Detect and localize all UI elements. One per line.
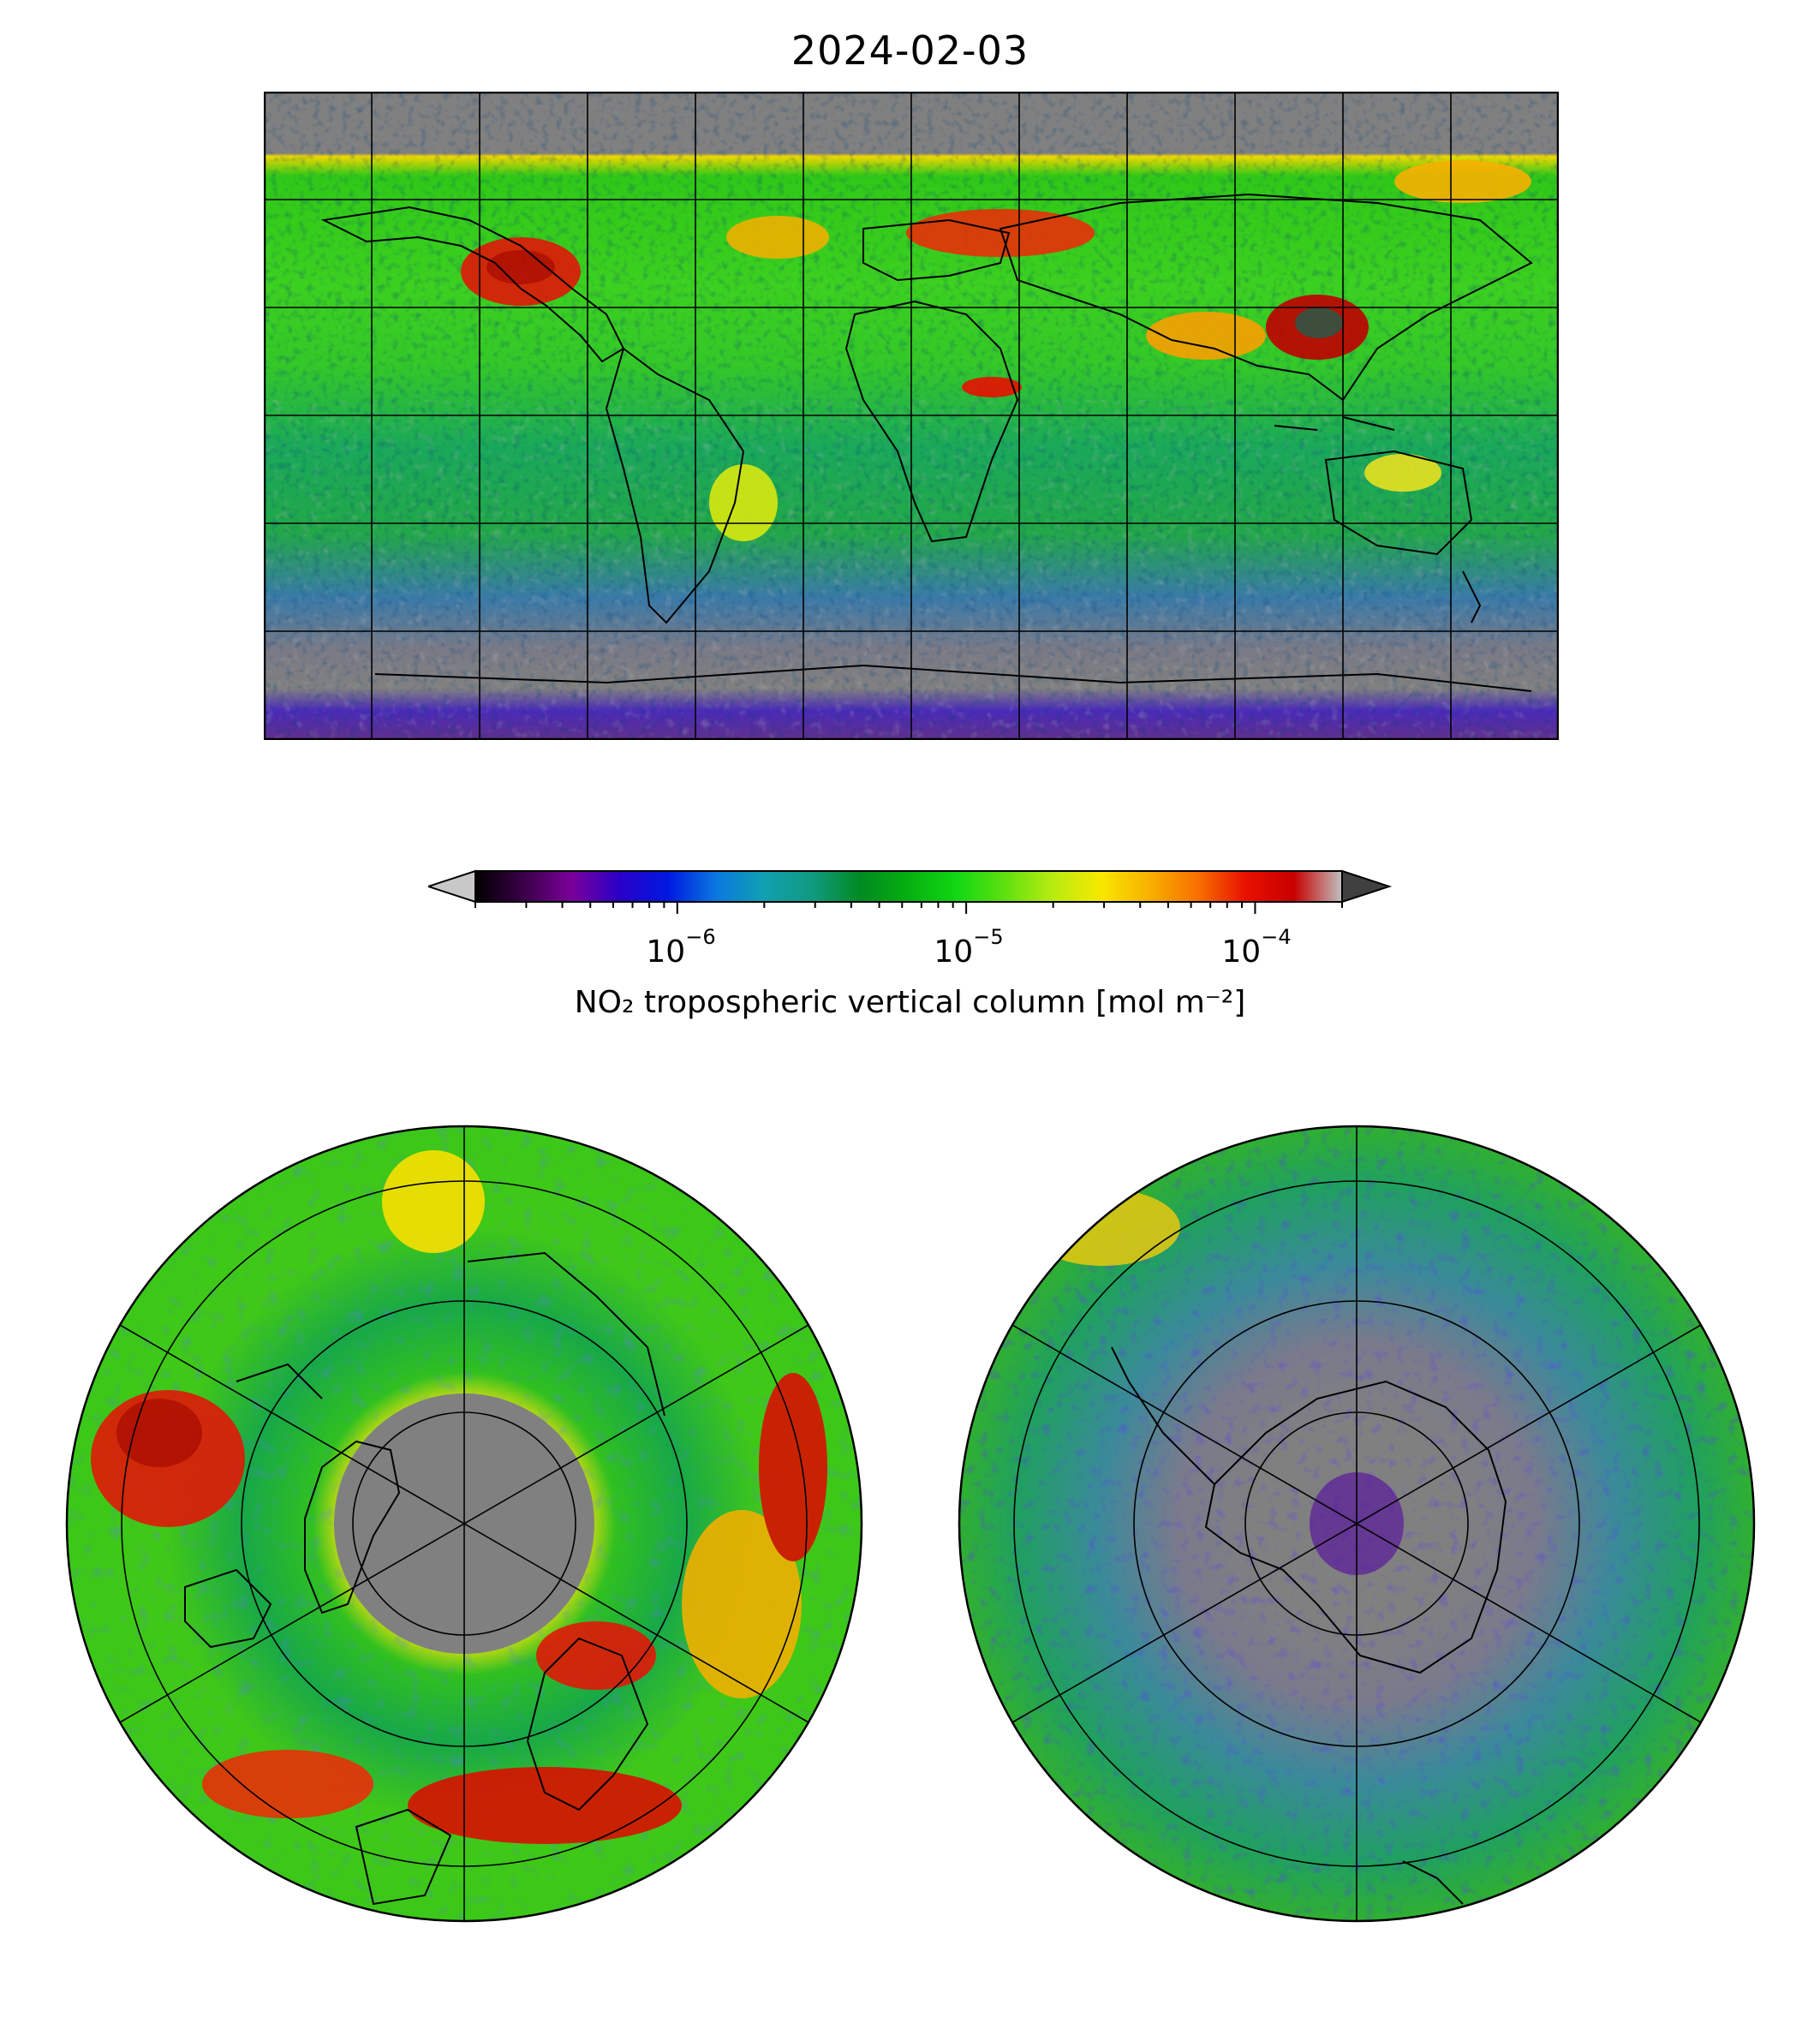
colorbar-tick-label-2: 10−5 bbox=[934, 925, 1004, 970]
colorbar bbox=[428, 869, 1393, 914]
colorbar-over-extend bbox=[1341, 869, 1393, 904]
south-graticule bbox=[1011, 1126, 1702, 1921]
colorbar-under-extend bbox=[428, 869, 476, 904]
colorbar-body bbox=[474, 870, 1343, 903]
figure-title: 2024-02-03 bbox=[791, 27, 1029, 74]
north-hotspots bbox=[91, 1150, 827, 1844]
south-hotspot bbox=[1026, 1189, 1180, 1266]
world-map bbox=[264, 92, 1559, 740]
colorbar-label: NO₂ tropospheric vertical column [mol m⁻… bbox=[574, 985, 1246, 1020]
north-polar-map bbox=[65, 1125, 863, 1923]
colorbar-tick-label-3: 10−4 bbox=[1221, 925, 1292, 970]
north-graticule bbox=[119, 1126, 809, 1921]
colorbar-ticks bbox=[474, 902, 1343, 914]
graticule bbox=[264, 92, 1559, 740]
colorbar-tick-label-1: 10−6 bbox=[646, 925, 716, 970]
south-polar-map bbox=[958, 1125, 1756, 1923]
south-coastlines bbox=[1111, 1346, 1507, 1905]
coastlines bbox=[320, 193, 1533, 692]
